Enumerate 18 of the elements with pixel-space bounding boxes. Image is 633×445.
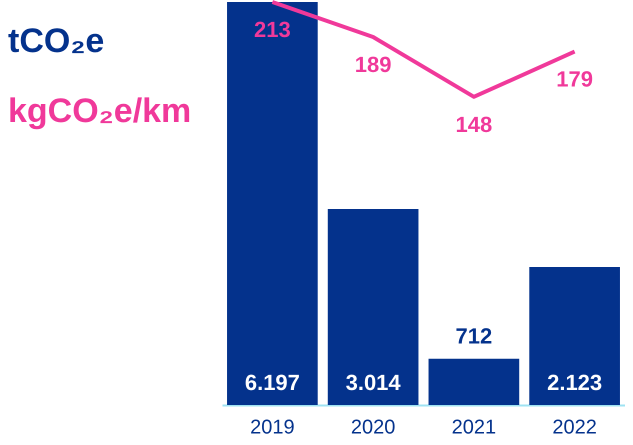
bar <box>227 2 318 405</box>
data-label: 6.197 <box>244 370 300 395</box>
bar <box>328 208 418 405</box>
bar <box>529 266 620 405</box>
x-tick-label: 2021 <box>452 416 496 438</box>
x-tick-label: 2020 <box>350 416 396 438</box>
data-label: 2.123 <box>547 370 602 395</box>
x-tick-label: 2019 <box>250 416 295 438</box>
data-label: 213 <box>254 17 291 42</box>
text: tCO₂e <box>8 22 104 60</box>
data-label: 3.014 <box>346 370 402 395</box>
data-label: 148 <box>456 112 492 137</box>
bar <box>428 358 520 405</box>
text: kgCO₂e/km <box>8 92 192 130</box>
data-label: 189 <box>354 52 392 78</box>
data-label: 179 <box>556 66 593 92</box>
x-tick-label: 2022 <box>552 416 597 438</box>
data-label: 712 <box>456 324 492 349</box>
